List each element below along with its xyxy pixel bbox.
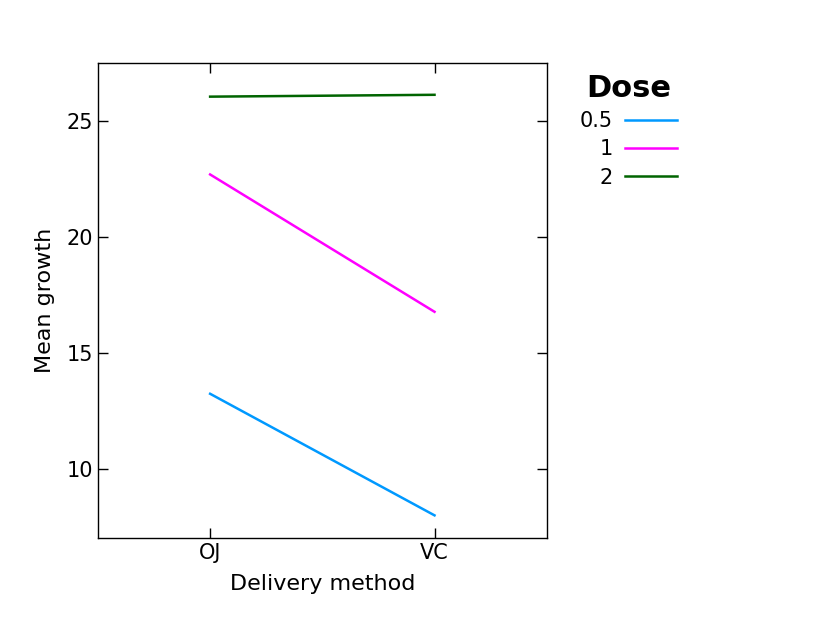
Legend: 0.5, 1, 2: 0.5, 1, 2 — [579, 73, 677, 188]
Y-axis label: Mean growth: Mean growth — [35, 228, 55, 373]
X-axis label: Delivery method: Delivery method — [229, 574, 415, 594]
